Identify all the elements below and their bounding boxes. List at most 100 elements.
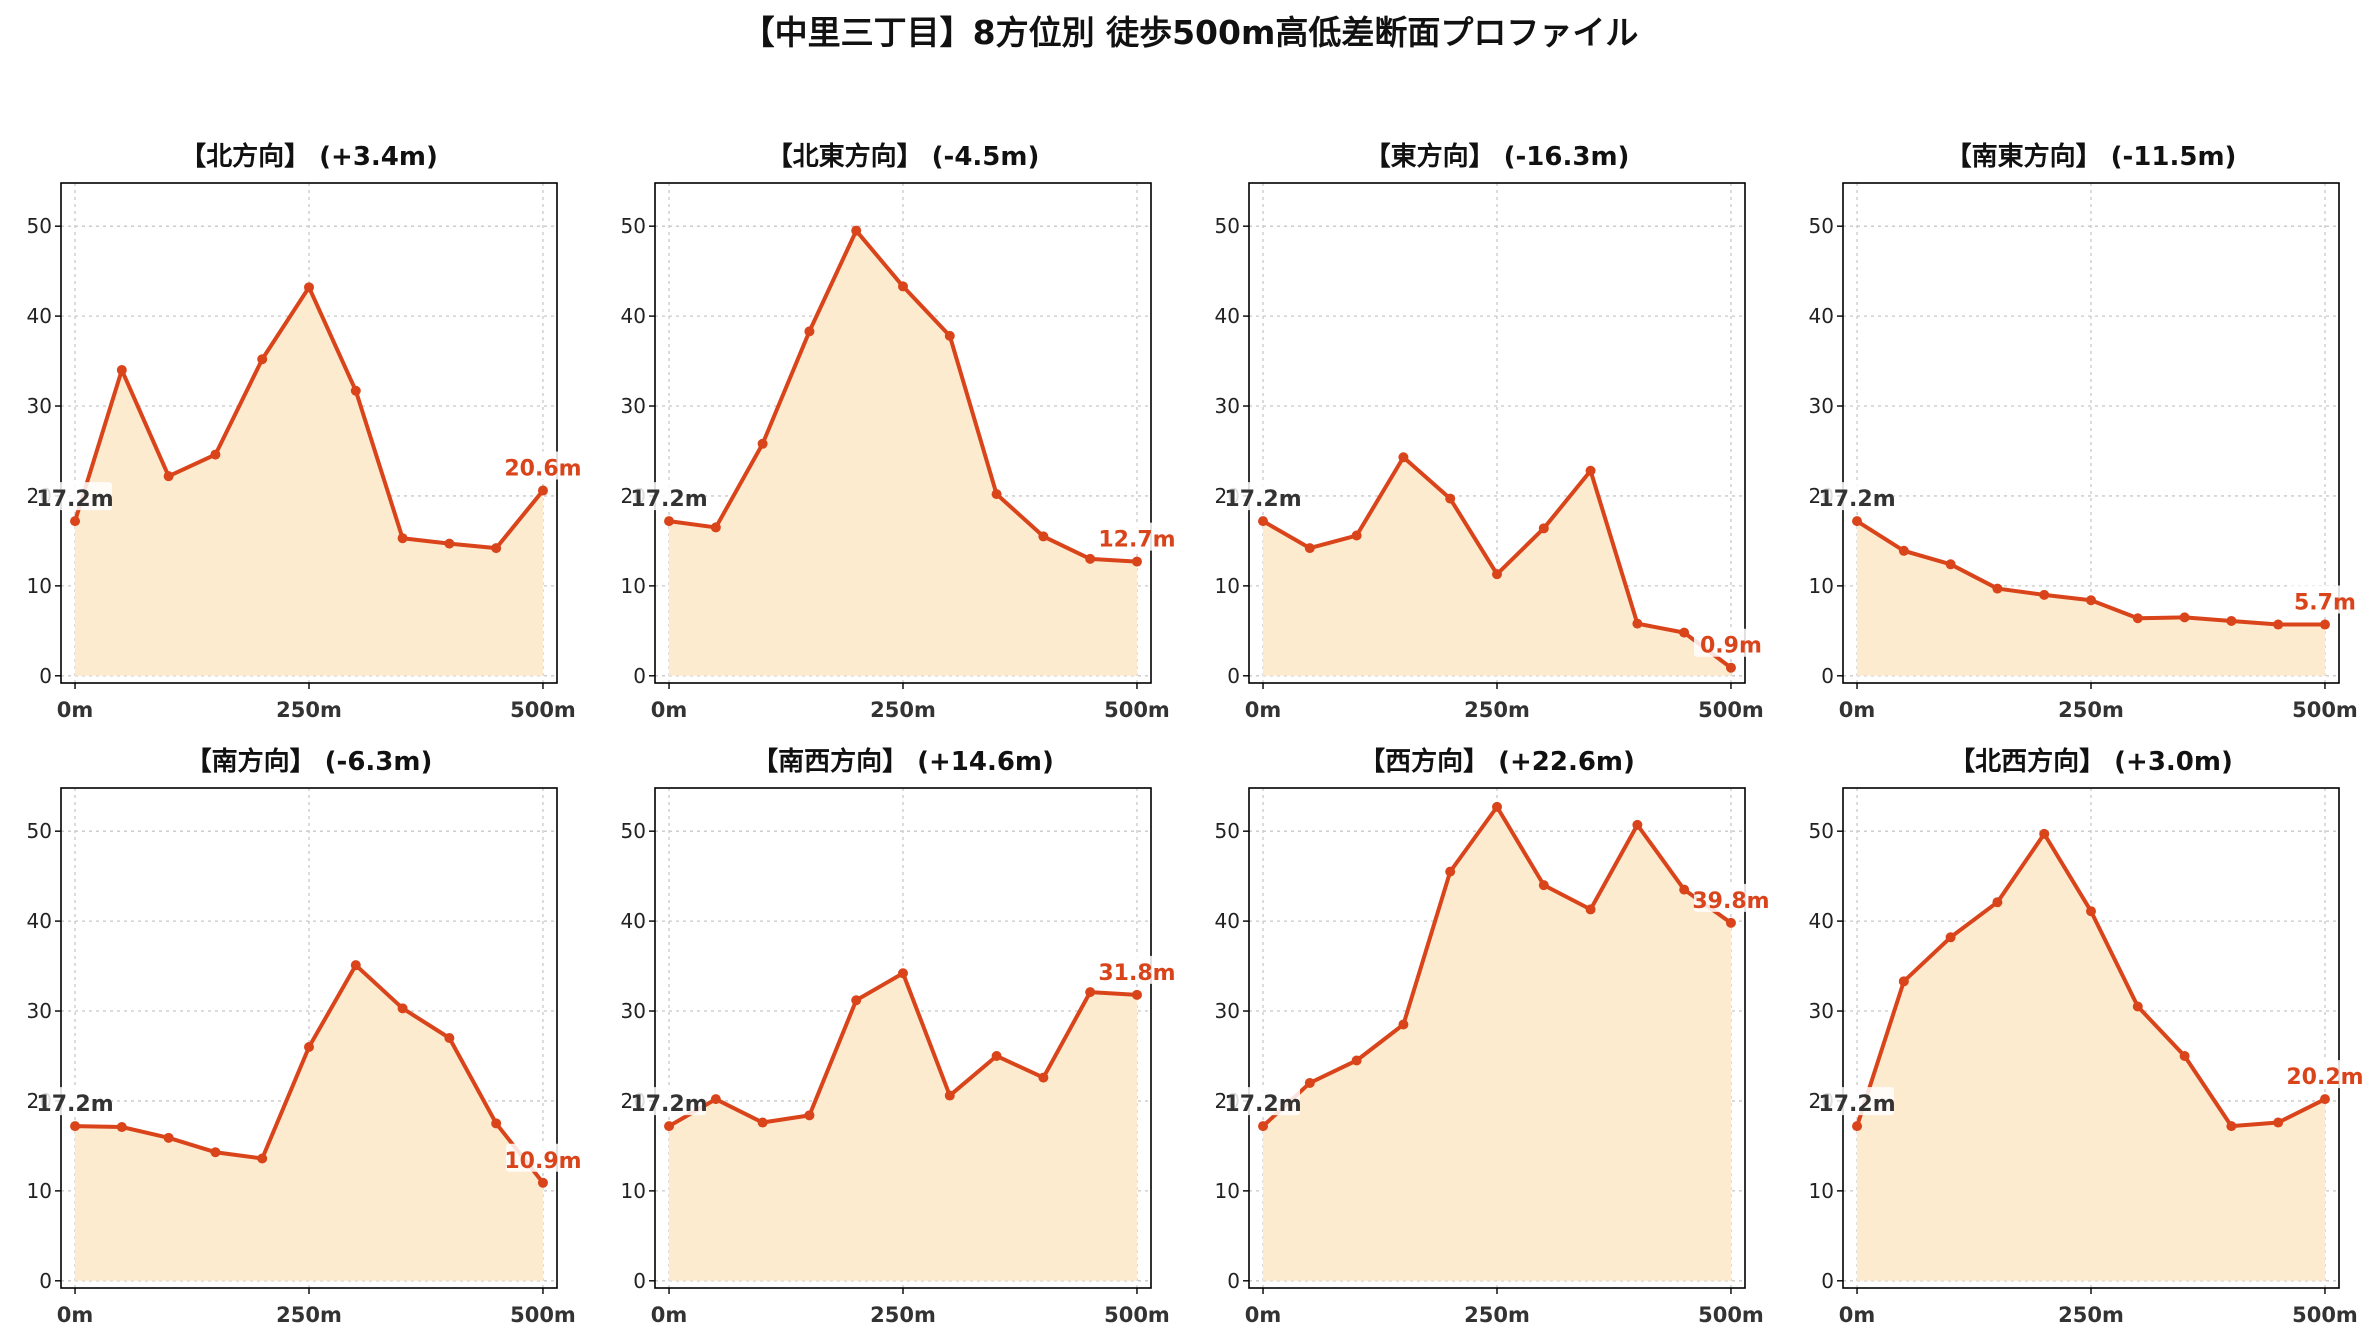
data-point [757,1117,768,1128]
y-tick-label: 30 [1809,394,1834,418]
elevation-area [75,287,543,676]
end-label-box [505,1143,580,1172]
elevation-area [1263,806,1731,1281]
start-label-box [38,1087,113,1116]
y-tick-label: 10 [1215,574,1240,598]
data-point [1492,801,1502,812]
data-point [2086,906,2096,917]
x-tick-label: 0m [651,698,688,722]
y-tick-label: 10 [1215,1179,1240,1203]
data-point [2319,1094,2330,1105]
data-point [1992,583,2003,594]
data-point [1258,1121,1269,1132]
data-point [898,968,908,979]
x-tick-label: 250m [870,1303,936,1327]
data-point [444,538,455,549]
data-point [1898,976,1909,987]
y-tick-label: 0 [39,664,52,688]
data-point [116,1122,127,1133]
x-tick-label: 250m [276,698,342,722]
x-tick-label: 250m [276,1303,342,1327]
y-tick-label: 10 [1809,1179,1834,1203]
y-tick-label: 50 [1809,214,1834,238]
data-point [1351,1055,1362,1066]
subplot-2: 【東方向】 (-16.3m)010203040500m250m500m17.2m… [1215,141,1768,722]
data-point [1445,866,1456,877]
y-tick-label: 30 [1215,999,1240,1023]
x-tick-label: 500m [510,698,576,722]
end-elevation-label: 31.8m [1098,961,1175,986]
data-point [1538,880,1549,891]
y-tick-label: 40 [1809,304,1834,328]
x-tick-label: 250m [2058,698,2124,722]
y-tick-label: 30 [621,999,646,1023]
data-point [2039,828,2050,839]
data-point [804,326,815,337]
y-tick-label: 30 [27,999,52,1023]
data-point [537,485,548,496]
data-point [991,489,1002,500]
data-point [537,1177,548,1188]
start-elevation-label: 17.2m [36,1092,113,1117]
data-point [664,1121,675,1132]
data-point [1304,1077,1315,1088]
data-point [2132,613,2143,624]
data-point [1131,556,1142,567]
elevation-area [669,230,1137,676]
end-label-box [2287,1060,2362,1089]
y-tick-label: 0 [1227,664,1240,688]
x-tick-label: 0m [57,698,94,722]
end-elevation-label: 10.9m [504,1149,581,1174]
y-tick-label: 10 [27,574,52,598]
data-point [210,449,221,460]
start-elevation-label: 17.2m [630,487,707,512]
x-tick-label: 500m [1104,1303,1170,1327]
data-point [1538,523,1549,534]
end-elevation-label: 20.6m [504,457,581,482]
data-point [163,471,174,482]
data-point [1304,543,1315,554]
y-tick-label: 40 [1215,909,1240,933]
subplot-title: 【北東方向】 (-4.5m) [767,141,1040,172]
y-tick-label: 30 [1809,999,1834,1023]
subplot-5: 【南西方向】 (+14.6m)010203040500m250m500m17.2… [621,746,1176,1327]
y-tick-label: 50 [27,214,52,238]
data-point [444,1033,455,1043]
data-point [898,281,908,292]
y-tick-label: 30 [621,394,646,418]
data-point [70,516,81,527]
data-point [1085,553,1096,564]
subplot-7: 【北西方向】 (+3.0m)010203040500m250m500m17.2m… [1809,746,2364,1327]
elevation-area [669,973,1137,1281]
data-point [2179,612,2190,623]
y-tick-label: 40 [27,909,52,933]
y-tick-label: 10 [1809,574,1834,598]
start-elevation-label: 17.2m [1818,487,1895,512]
start-elevation-label: 17.2m [1224,487,1301,512]
x-tick-label: 0m [1245,698,1282,722]
start-label-box [38,482,113,511]
x-tick-label: 0m [1245,1303,1282,1327]
data-point [2132,1001,2143,1012]
x-tick-label: 0m [57,1303,94,1327]
data-point [1852,516,1863,527]
end-label-box [1693,883,1768,912]
y-tick-label: 50 [621,819,646,843]
subplot-title: 【西方向】 (+22.6m) [1359,746,1635,777]
data-point [2086,595,2096,606]
y-tick-label: 40 [621,304,646,328]
subplot-title: 【南方向】 (-6.3m) [186,746,433,777]
data-point [1085,987,1096,998]
y-tick-label: 50 [1215,214,1240,238]
data-point [1945,932,1956,943]
x-tick-label: 500m [1104,698,1170,722]
data-point [944,330,955,341]
end-label-box [1099,522,1174,551]
data-point [1679,884,1690,895]
x-tick-label: 0m [1839,698,1876,722]
x-tick-label: 500m [1698,698,1764,722]
subplot-0: 【北方向】 (+3.4m)010203040500m250m500m17.2m2… [27,141,582,722]
data-point [1492,569,1502,580]
y-tick-label: 40 [27,304,52,328]
